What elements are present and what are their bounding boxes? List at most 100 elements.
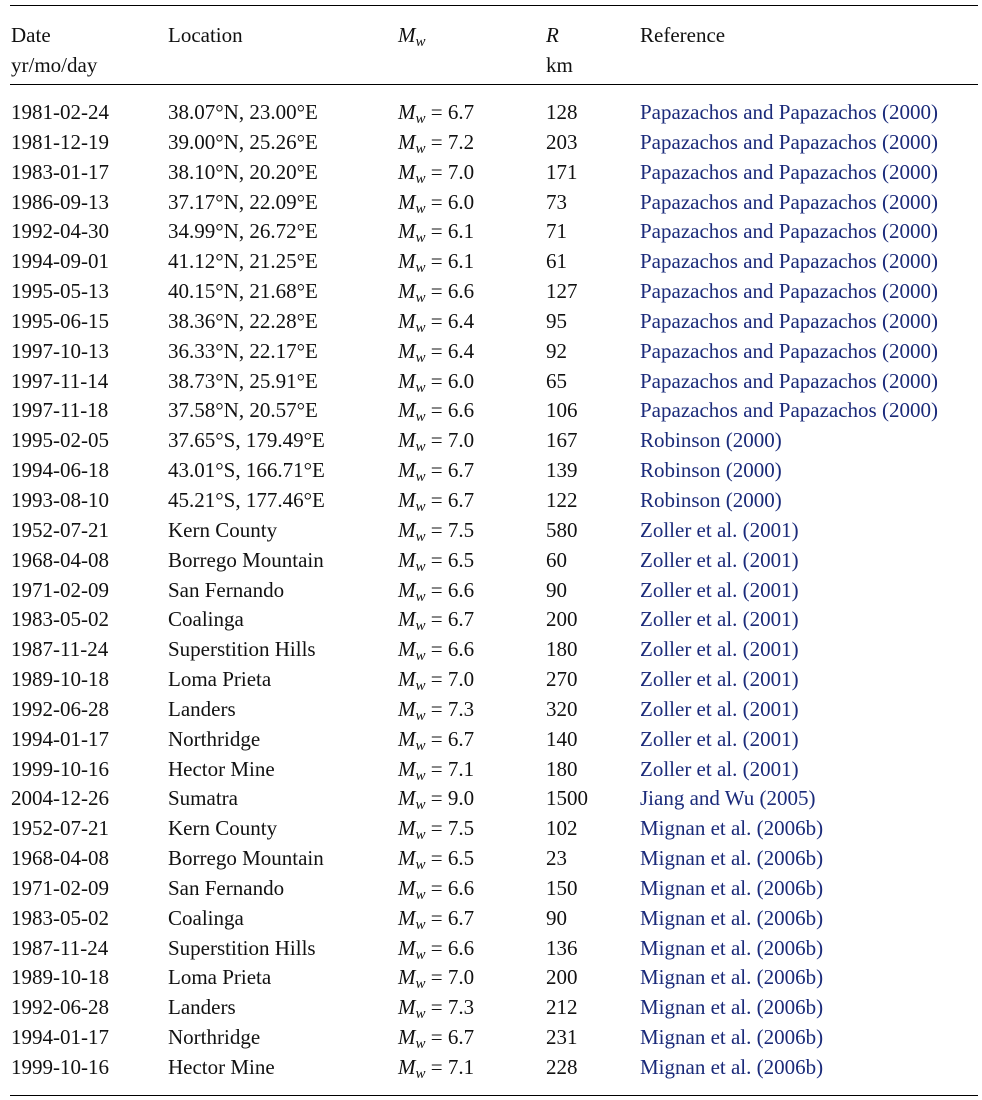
magnitude-value: 7.3: [447, 995, 475, 1020]
cell-location: 45.21°S, 177.46°E: [168, 487, 325, 512]
magnitude-symbol: M: [398, 338, 416, 363]
magnitude-equals: =: [425, 786, 448, 811]
magnitude-equals: =: [425, 279, 448, 304]
cell-reference-link[interactable]: Zoller et al. (2001): [640, 756, 799, 781]
cell-reference-link[interactable]: Zoller et al. (2001): [640, 607, 799, 632]
magnitude-symbol: M: [398, 607, 416, 632]
cell-magnitude: Mw = 6.6: [398, 276, 474, 313]
table-row: 1983-05-02 Coalinga Mw = 6.7 90 Mignan et al…: [0, 903, 982, 933]
cell-location: 38.10°N, 20.20°E: [168, 159, 318, 184]
cell-radius: 140: [546, 726, 578, 751]
table-row: 1971-02-09 San Fernando Mw = 6.6 90 Zoller e…: [0, 575, 982, 605]
cell-reference-link[interactable]: Robinson (2000): [640, 458, 782, 483]
cell-date: 1994-06-18: [11, 458, 109, 483]
magnitude-value: 6.5: [447, 846, 475, 871]
cell-reference-link[interactable]: Zoller et al. (2001): [640, 547, 799, 572]
cell-magnitude: Mw = 6.6: [398, 873, 474, 910]
cell-reference-link[interactable]: Mignan et al. (2006b): [640, 1025, 824, 1050]
cell-reference-link[interactable]: Papazachos and Papazachos (2000): [640, 249, 938, 274]
cell-location: Coalinga: [168, 905, 244, 930]
cell-reference-link[interactable]: Mignan et al. (2006b): [640, 1055, 824, 1079]
cell-date: 1952-07-21: [11, 517, 109, 542]
table-row: 1995-06-15 38.36°N, 22.28°E Mw = 6.4 95 Papa…: [0, 306, 982, 336]
cell-reference-link[interactable]: Mignan et al. (2006b): [640, 816, 824, 841]
cell-radius: 92: [546, 338, 567, 363]
magnitude-symbol: M: [398, 308, 416, 333]
cell-location: Hector Mine: [168, 1055, 275, 1079]
magnitude-value: 7.1: [447, 1055, 475, 1079]
table-row: 1997-11-14 38.73°N, 25.91°E Mw = 6.0 65 Papa…: [0, 366, 982, 396]
magnitude-value: 9.0: [447, 786, 475, 811]
magnitude-subscript: w: [415, 349, 426, 366]
cell-reference-link[interactable]: Zoller et al. (2001): [640, 637, 799, 662]
cell-radius: 122: [546, 487, 578, 512]
cell-date: 1995-05-13: [11, 279, 109, 304]
magnitude-subscript: w: [415, 946, 426, 963]
cell-reference-link[interactable]: Papazachos and Papazachos (2000): [640, 129, 938, 154]
cell-reference-link[interactable]: Papazachos and Papazachos (2000): [640, 189, 938, 214]
cell-date: 1968-04-08: [11, 846, 109, 871]
cell-reference-link[interactable]: Papazachos and Papazachos (2000): [640, 159, 938, 184]
cell-location: Landers: [168, 995, 236, 1020]
magnitude-equals: =: [425, 577, 448, 602]
cell-reference-link[interactable]: Robinson (2000): [640, 428, 782, 453]
cell-reference-link[interactable]: Zoller et al. (2001): [640, 517, 799, 542]
cell-reference-link[interactable]: Mignan et al. (2006b): [640, 965, 824, 990]
table-row: 1983-01-17 38.10°N, 20.20°E Mw = 7.0 171 Pap…: [0, 157, 982, 187]
cell-date: 1983-05-02: [11, 607, 109, 632]
cell-reference-link[interactable]: Papazachos and Papazachos (2000): [640, 219, 938, 244]
cell-reference-link[interactable]: Papazachos and Papazachos (2000): [640, 100, 938, 124]
cell-reference-link[interactable]: Papazachos and Papazachos (2000): [640, 279, 938, 304]
magnitude-symbol: M: [398, 756, 416, 781]
magnitude-value: 6.0: [447, 368, 475, 393]
cell-reference-link[interactable]: Mignan et al. (2006b): [640, 935, 824, 960]
table-row: 1981-02-24 38.07°N, 23.00°E Mw = 6.7 128 Pap…: [0, 97, 982, 127]
cell-reference-link[interactable]: Zoller et al. (2001): [640, 667, 799, 692]
magnitude-subscript: w: [415, 558, 426, 575]
magnitude-value: 6.7: [447, 458, 475, 483]
cell-reference-link[interactable]: Mignan et al. (2006b): [640, 995, 824, 1020]
cell-date: 1992-06-28: [11, 696, 109, 721]
cell-reference-link[interactable]: Robinson (2000): [640, 487, 782, 512]
table-bottom-rule: [10, 1095, 978, 1096]
cell-reference-link[interactable]: Papazachos and Papazachos (2000): [640, 398, 938, 423]
cell-reference-link[interactable]: Papazachos and Papazachos (2000): [640, 308, 938, 333]
table-row: 1968-04-08 Borrego Mountain Mw = 6.5 60 Zoll…: [0, 545, 982, 575]
cell-location: 37.17°N, 22.09°E: [168, 189, 318, 214]
cell-date: 1983-01-17: [11, 159, 109, 184]
cell-radius: 95: [546, 308, 567, 333]
cell-reference-link[interactable]: Mignan et al. (2006b): [640, 875, 824, 900]
cell-reference-link[interactable]: Papazachos and Papazachos (2000): [640, 338, 938, 363]
table-body: 1981-02-24 38.07°N, 23.00°E Mw = 6.7 128 Pap…: [0, 97, 982, 1082]
magnitude-equals: =: [425, 219, 448, 244]
cell-magnitude: Mw = 6.0: [398, 366, 474, 403]
cell-reference-link[interactable]: Jiang and Wu (2005): [640, 786, 816, 811]
magnitude-subscript: w: [415, 588, 426, 605]
table-row: 1987-11-24 Superstition Hills Mw = 6.6 136 M…: [0, 933, 982, 963]
cell-reference-link[interactable]: Zoller et al. (2001): [640, 577, 799, 602]
header-location: Location: [168, 23, 243, 47]
table-row: 1992-04-30 34.99°N, 26.72°E Mw = 6.1 71 Papa…: [0, 216, 982, 246]
cell-reference-link[interactable]: Mignan et al. (2006b): [640, 905, 824, 930]
cell-radius: 65: [546, 368, 567, 393]
cell-reference-link[interactable]: Zoller et al. (2001): [640, 696, 799, 721]
magnitude-subscript: w: [415, 140, 426, 157]
cell-location: 40.15°N, 21.68°E: [168, 279, 318, 304]
header-magnitude: Mw: [398, 20, 426, 57]
header-magnitude-subscript: w: [415, 34, 426, 50]
cell-radius: 127: [546, 279, 578, 304]
magnitude-value: 6.6: [447, 637, 475, 662]
cell-date: 1971-02-09: [11, 875, 109, 900]
magnitude-equals: =: [425, 368, 448, 393]
cell-date: 1999-10-16: [11, 1055, 109, 1079]
table-row: 1999-10-16 Hector Mine Mw = 7.1 228 Mignan e…: [0, 1052, 982, 1082]
magnitude-subscript: w: [415, 976, 426, 993]
cell-magnitude: Mw = 7.3: [398, 992, 474, 1029]
cell-reference-link[interactable]: Mignan et al. (2006b): [640, 846, 824, 871]
magnitude-value: 6.1: [447, 219, 475, 244]
cell-reference-link[interactable]: Papazachos and Papazachos (2000): [640, 368, 938, 393]
cell-location: 38.36°N, 22.28°E: [168, 308, 318, 333]
cell-reference-link[interactable]: Zoller et al. (2001): [640, 726, 799, 751]
header-date-unit: yr/mo/day: [11, 53, 98, 77]
cell-radius: 150: [546, 875, 578, 900]
